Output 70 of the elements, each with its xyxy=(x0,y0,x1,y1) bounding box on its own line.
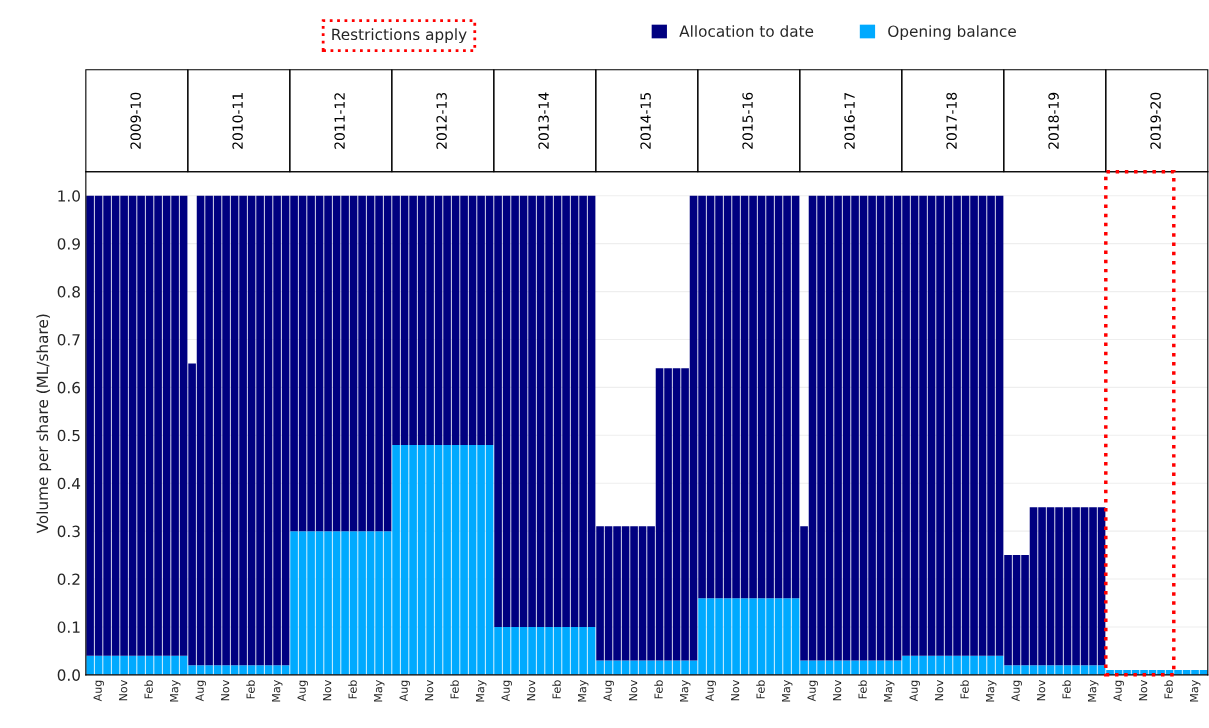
x-tick-label: May xyxy=(476,680,487,702)
x-tick-label: Feb xyxy=(552,680,561,699)
x-tick-label: Aug xyxy=(1113,680,1124,702)
x-tick-label: Feb xyxy=(450,680,459,699)
text: 2010-11 xyxy=(232,93,243,149)
x-tick-label: May xyxy=(578,680,589,702)
text: 2017-18 xyxy=(946,92,957,149)
x-tick-label: May xyxy=(374,680,385,702)
text: 2011-12 xyxy=(334,93,345,149)
y-tick-label: 0.6 xyxy=(57,381,81,394)
x-tick-label: Nov xyxy=(833,680,842,701)
x-tick-label: Feb xyxy=(1164,680,1173,699)
x-tick-label: Nov xyxy=(119,680,128,701)
x-tick-label: May xyxy=(680,680,691,702)
x-tick-label: Aug xyxy=(399,680,410,702)
text: 2015-16 xyxy=(742,92,753,149)
text: 2012-13 xyxy=(436,92,447,149)
y-tick-label: 0.2 xyxy=(57,573,80,586)
x-tick-label: May xyxy=(170,680,181,702)
x-tick-label: Nov xyxy=(221,680,230,701)
text: 2016-17 xyxy=(844,92,855,149)
y-tick-label: 0.1 xyxy=(57,621,80,633)
x-tick-label: Nov xyxy=(731,680,740,701)
x-tick-label: Aug xyxy=(909,680,920,702)
x-tick-label: May xyxy=(1088,680,1099,702)
x-tick-label: Feb xyxy=(144,680,153,699)
text: 2019-20 xyxy=(1150,92,1161,149)
x-tick-label: Nov xyxy=(425,680,434,701)
y-tick-label: 0.9 xyxy=(57,238,80,250)
text: Restrictions apply xyxy=(332,28,467,44)
x-tick-label: Feb xyxy=(1062,680,1071,699)
x-tick-label: Nov xyxy=(1139,680,1148,701)
x-tick-label: Nov xyxy=(527,680,536,701)
legend-label: Allocation to date xyxy=(679,25,814,37)
text: 2009-10 xyxy=(130,92,141,149)
x-tick-label: May xyxy=(782,680,793,702)
text: 2018-19 xyxy=(1048,92,1059,149)
y-tick-label: 1.0 xyxy=(58,190,80,202)
y-tick-label: 0.4 xyxy=(57,477,81,490)
y-tick-label: 0.8 xyxy=(57,286,80,298)
x-tick-label: Feb xyxy=(654,680,663,699)
x-tick-label: Nov xyxy=(935,680,944,701)
x-tick-label: May xyxy=(272,680,283,702)
x-tick-label: May xyxy=(1190,680,1201,702)
text: 2013-14 xyxy=(538,92,549,149)
legend-label: Opening balance xyxy=(888,25,1016,40)
text: 2014-15 xyxy=(640,93,651,149)
x-tick-label: Feb xyxy=(960,680,969,699)
x-tick-label: Aug xyxy=(1011,680,1022,702)
x-tick-label: Aug xyxy=(603,680,614,702)
y-tick-label: 0.7 xyxy=(57,333,80,346)
y-tick-label: 0.0 xyxy=(57,669,80,681)
x-tick-label: Aug xyxy=(195,680,206,702)
x-tick-label: Aug xyxy=(93,680,104,702)
x-tick-label: Feb xyxy=(348,680,357,699)
x-tick-label: May xyxy=(986,680,997,702)
x-tick-label: Nov xyxy=(629,680,638,701)
y-tick-label: 0.5 xyxy=(57,429,80,442)
x-tick-label: May xyxy=(884,680,895,702)
x-tick-label: Feb xyxy=(246,680,255,699)
x-tick-label: Aug xyxy=(807,680,818,702)
x-tick-label: Aug xyxy=(297,680,308,702)
x-tick-label: Aug xyxy=(705,680,716,702)
x-tick-label: Feb xyxy=(858,680,867,699)
x-tick-label: Feb xyxy=(756,680,765,699)
y-axis-title: Volume per share (ML/share) xyxy=(36,314,52,534)
x-tick-label: Nov xyxy=(1037,680,1046,701)
x-tick-label: Nov xyxy=(323,680,332,701)
x-tick-label: Aug xyxy=(501,680,512,702)
y-tick-label: 0.3 xyxy=(57,525,80,538)
